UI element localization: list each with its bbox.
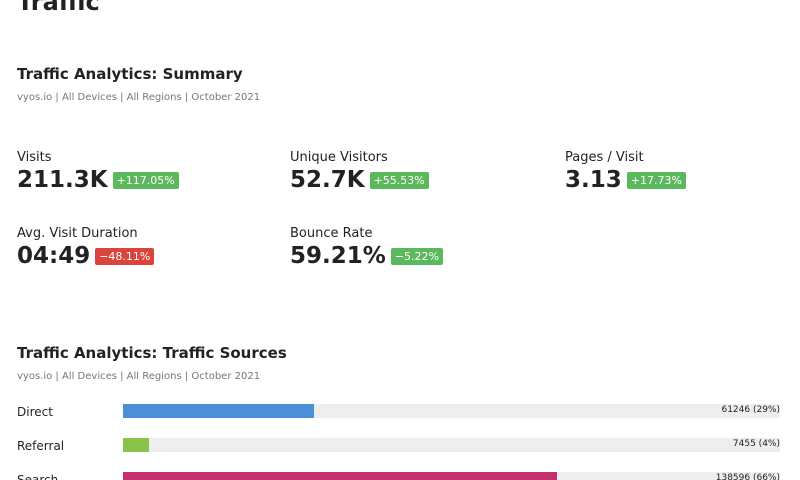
- metric-row: 52.7K +55.53%: [290, 167, 429, 193]
- metric-label: Avg. Visit Duration: [17, 226, 138, 241]
- change-badge: +117.05%: [112, 171, 179, 189]
- metric-value: 3.13: [565, 167, 622, 193]
- section-title: Traffic Analytics: Traffic Sources: [17, 344, 287, 362]
- bar: [123, 472, 557, 480]
- value-label: 138596 (66%): [715, 473, 780, 480]
- change-badge: −48.11%: [95, 247, 155, 265]
- bar-track: [123, 438, 780, 452]
- section-subtitle: vyos.io | All Devices | All Regions | Oc…: [17, 371, 261, 382]
- change-badge: +17.73%: [626, 171, 686, 189]
- metric-label: Unique Visitors: [290, 150, 388, 165]
- metric-label: Visits: [17, 150, 52, 165]
- source-label: Search: [17, 473, 59, 480]
- source-label: Referral: [17, 439, 65, 453]
- metric-label: Pages / Visit: [565, 150, 644, 165]
- metric-value: 59.21%: [290, 243, 386, 269]
- change-badge: −5.22%: [390, 247, 443, 265]
- metric-value: 211.3K: [17, 167, 108, 193]
- source-label: Direct: [17, 405, 53, 419]
- metric-row: 04:49 −48.11%: [17, 243, 155, 269]
- bar: [123, 404, 314, 418]
- section-title: Traffic Analytics: Summary: [17, 65, 243, 83]
- metric-value: 04:49: [17, 243, 91, 269]
- section-subtitle: vyos.io | All Devices | All Regions | Oc…: [17, 92, 261, 103]
- metric-row: 3.13 +17.73%: [565, 167, 686, 193]
- bar: [123, 438, 150, 452]
- metric-label: Bounce Rate: [290, 226, 373, 241]
- page-title: Traffic: [17, 0, 100, 16]
- value-label: 7455 (4%): [732, 439, 780, 449]
- metric-value: 52.7K: [290, 167, 365, 193]
- metric-row: 59.21% −5.22%: [290, 243, 443, 269]
- change-badge: +55.53%: [369, 171, 429, 189]
- value-label: 61246 (29%): [721, 405, 780, 415]
- metric-row: 211.3K +117.05%: [17, 167, 179, 193]
